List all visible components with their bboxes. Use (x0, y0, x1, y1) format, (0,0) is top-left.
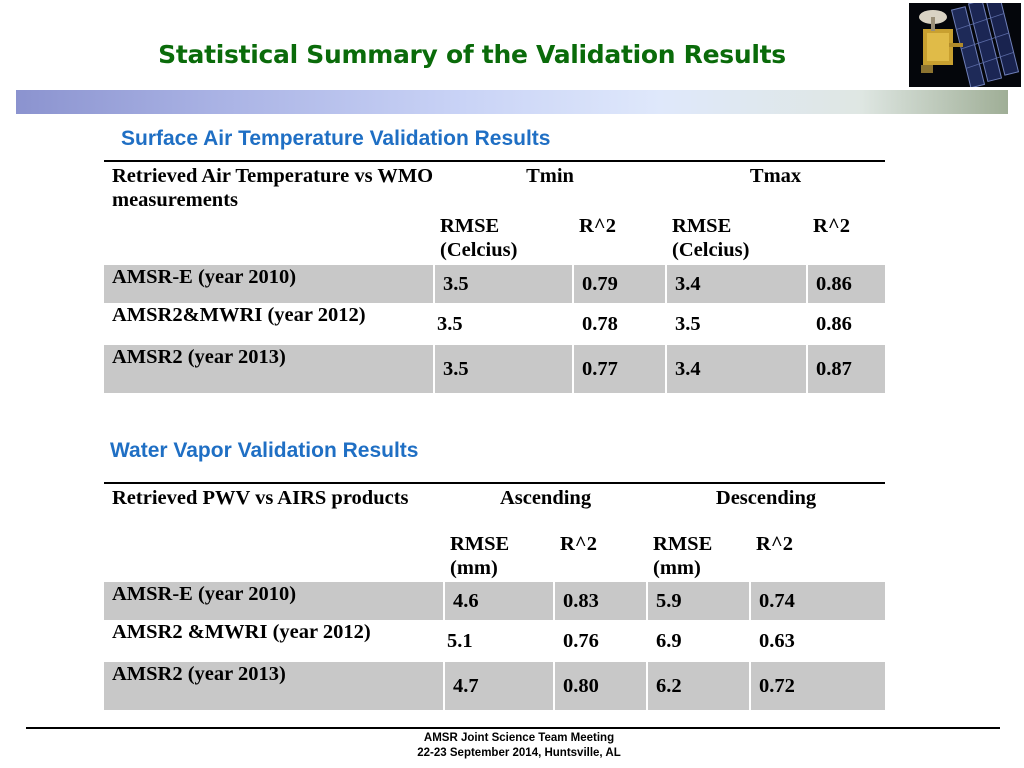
wv-subheader-row: RMSE (mm) R^2 RMSE (mm) R^2 (104, 510, 885, 582)
cell-value: 0.78 (573, 303, 668, 345)
cell-value: 0.63 (759, 630, 795, 652)
cell-value: 4.7 (444, 662, 555, 710)
sat-group-tmin: Tmin (434, 160, 667, 188)
sat-section-title: Surface Air Temperature Validation Resul… (121, 127, 551, 150)
row-label: AMSR2 &MWRI (year 2012) (104, 620, 445, 662)
row-label: AMSR2 (year 2013) (104, 662, 445, 710)
sat-sub-rmse-2: RMSE (Celcius) (672, 215, 750, 261)
cell-value: 0.86 (816, 313, 852, 335)
cell-value: 0.76 (554, 620, 649, 662)
cell-value: 0.77 (573, 345, 668, 393)
wv-group-ascending: Ascending (444, 482, 648, 510)
table-row: AMSR2&MWRI (year 2012) 3.5 0.78 3.5 0.86 (104, 303, 885, 345)
satellite-image (909, 3, 1021, 87)
table-row: AMSR2 &MWRI (year 2012) 5.1 0.76 6.9 0.6… (104, 620, 885, 662)
sat-subheader-row: RMSE (Celcius) R^2 RMSE (Celcius) R^2 (104, 188, 885, 265)
table-row: AMSR2 (year 2013) 4.7 0.80 6.2 0.72 (104, 662, 886, 710)
sat-group-tmax: Tmax (666, 160, 886, 188)
row-label: AMSR-E (year 2010) (104, 265, 435, 303)
cell-value: 6.9 (647, 620, 752, 662)
footer: AMSR Joint Science Team Meeting 22-23 Se… (364, 731, 674, 761)
sat-sub-r2-2: R^2 (813, 215, 850, 237)
sat-header-row: Retrieved Air Temperature vs WMO measure… (104, 160, 886, 265)
sat-sub-r2-1: R^2 (579, 215, 616, 237)
satellite-icon (909, 3, 1021, 87)
wv-header-row: Retrieved PWV vs AIRS products Ascending… (104, 482, 886, 582)
cell-value: 0.79 (573, 265, 668, 303)
sat-sub-rmse-1: RMSE (Celcius) (440, 215, 518, 261)
wv-sub-rmse-2: RMSE (mm) (653, 533, 713, 579)
wv-section-title: Water Vapor Validation Results (110, 439, 419, 462)
cell-value: 3.5 (434, 303, 574, 345)
wv-validation-table: Retrieved PWV vs AIRS products Ascending… (104, 482, 886, 710)
cell-value: 3.5 (434, 345, 574, 393)
wv-sub-rmse-1: RMSE (mm) (450, 533, 510, 579)
cell-value: 3.4 (666, 345, 809, 393)
table-row: AMSR-E (year 2010) 4.6 0.83 5.9 0.74 (104, 582, 886, 620)
wv-sub-r2-2: R^2 (756, 533, 793, 555)
wv-header-label: Retrieved PWV vs AIRS products (104, 482, 444, 582)
cell-value: 5.9 (647, 582, 752, 620)
cell-value: 0.83 (554, 582, 649, 620)
header-band (16, 90, 1008, 114)
table-row: AMSR-E (year 2010) 3.5 0.79 3.4 0.86 (104, 265, 886, 303)
wv-group-descending: Descending (647, 482, 886, 510)
cell-value: 3.4 (666, 265, 809, 303)
cell-value: 0.72 (750, 662, 886, 710)
table-row: AMSR2 (year 2013) 3.5 0.77 3.4 0.87 (104, 345, 886, 393)
slide-title: Statistical Summary of the Validation Re… (158, 40, 786, 69)
cell-value: 0.80 (554, 662, 649, 710)
row-label: AMSR2 (year 2013) (104, 345, 435, 393)
cell-value: 0.86 (807, 265, 886, 303)
row-label: AMSR-E (year 2010) (104, 582, 445, 620)
cell-value: 3.5 (666, 303, 809, 345)
footer-meeting: AMSR Joint Science Team Meeting (423, 732, 615, 744)
footer-date-location: 22-23 September 2014, Huntsville, AL (417, 747, 621, 759)
cell-value: 5.1 (444, 620, 555, 662)
cell-value: 4.6 (444, 582, 555, 620)
cell-value: 3.5 (434, 265, 574, 303)
wv-sub-r2-1: R^2 (560, 533, 597, 555)
cell-value: 0.74 (750, 582, 886, 620)
sat-validation-table: Retrieved Air Temperature vs WMO measure… (104, 160, 886, 393)
sat-header-label: Retrieved Air Temperature vs WMO measure… (104, 160, 434, 265)
cell-value: 6.2 (647, 662, 752, 710)
row-label: AMSR2&MWRI (year 2012) (104, 303, 435, 345)
footer-divider (26, 727, 1000, 729)
cell-value: 0.87 (807, 345, 886, 393)
